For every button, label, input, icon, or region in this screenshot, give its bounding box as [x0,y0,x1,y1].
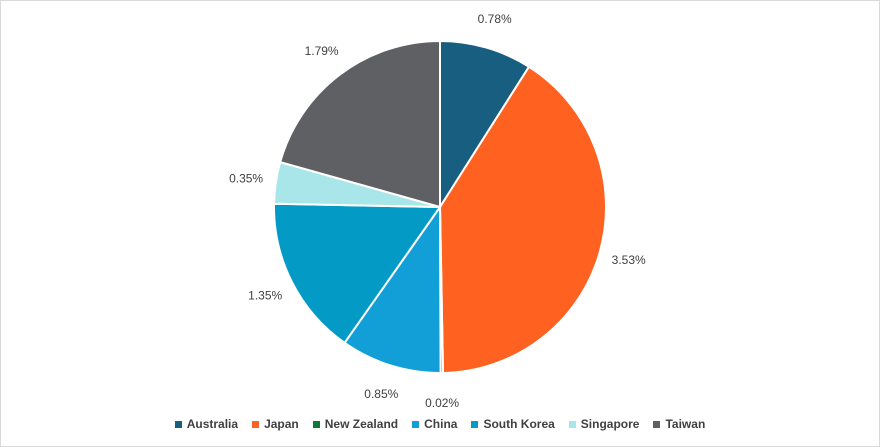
legend-label-new-zealand: New Zealand [324,417,399,431]
pie-slice-taiwan [278,39,441,209]
legend-item-australia: Australia [174,417,239,431]
legend-label-australia: Australia [186,417,239,431]
legend-item-taiwan: Taiwan [653,417,705,431]
data-label-singapore: 0.35% [229,171,263,185]
data-label-australia: 0.78% [478,12,512,26]
legend-label-china: China [424,417,458,431]
pie-slice-china [343,203,442,375]
legend-swatch-china [412,420,420,428]
legend-swatch-singapore [568,420,576,428]
legend-swatch-taiwan [653,420,661,428]
data-label-taiwan: 1.79% [305,44,339,58]
legend-label-south-korea: South Korea [483,417,555,431]
legend-item-china: China [412,417,457,431]
legend-item-south-korea: South Korea [471,417,555,431]
data-label-china: 0.85% [364,387,398,401]
pie-slice-australia [439,39,531,211]
pie-slice-south-korea [273,202,442,345]
pie-slice-japan [438,65,607,374]
legend-swatch-south-korea [471,420,479,428]
legend-swatch-australia [174,420,182,428]
data-label-south-korea: 1.35% [248,289,282,303]
data-label-japan: 3.53% [612,253,646,267]
legend-item-japan: Japan [252,417,299,431]
legend-swatch-new-zealand [312,420,320,428]
data-label-new-zealand: 0.02% [425,396,459,410]
legend: Australia Japan New Zealand China South Kore… [1,417,879,431]
pie-chart: 0.78% 3.53% 0.02% 0.85% 1.35% 0.35% 1.79% [229,12,646,410]
legend-label-singapore: Singapore [580,417,640,431]
legend-label-taiwan: Taiwan [665,417,706,431]
legend-label-japan: Japan [264,417,299,431]
legend-item-new-zealand: New Zealand [312,417,399,431]
legend-swatch-japan [252,420,260,428]
legend-item-singapore: Singapore [568,417,640,431]
